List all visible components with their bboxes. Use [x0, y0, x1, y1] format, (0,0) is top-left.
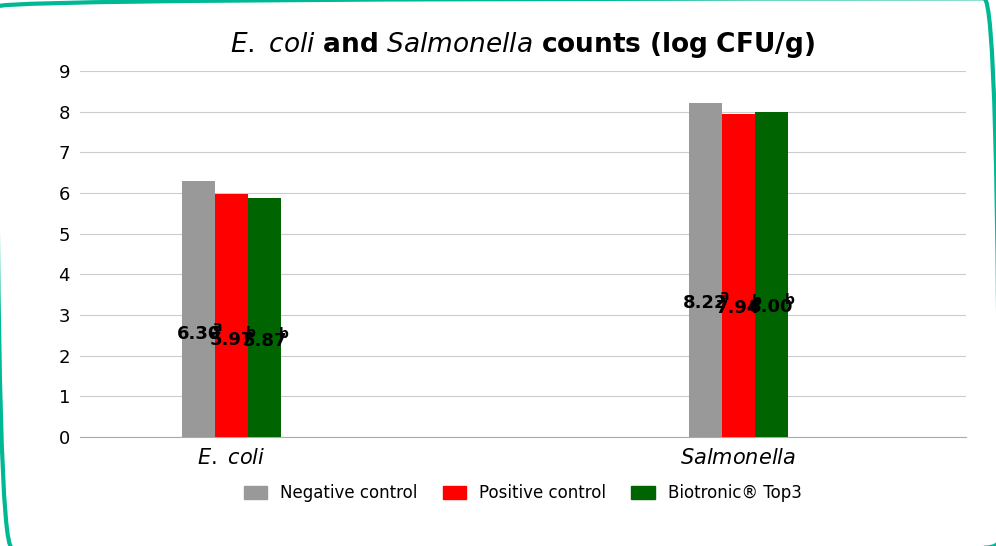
- Text: 6.30: 6.30: [176, 325, 221, 343]
- Bar: [755, 111, 788, 437]
- Bar: [722, 114, 755, 437]
- Bar: [215, 194, 248, 437]
- Bar: [689, 103, 722, 437]
- Legend: Negative control, Positive control, Biotronic® Top3: Negative control, Positive control, Biot…: [237, 478, 809, 509]
- Text: a: a: [719, 289, 729, 303]
- Bar: [182, 181, 215, 437]
- Text: b: b: [279, 328, 288, 341]
- Text: 5.87: 5.87: [242, 333, 287, 351]
- Text: 8.22: 8.22: [683, 294, 727, 312]
- Text: 8.00: 8.00: [749, 298, 794, 316]
- Title: $\bf{\it{E.\ coli}}$$\bf{\ and\ }$$\bf{\it{Salmonella}}$$\bf{\ counts\ (log\ CFU: $\bf{\it{E.\ coli}}$$\bf{\ and\ }$$\bf{\…: [230, 29, 816, 60]
- Text: b: b: [752, 294, 762, 308]
- Text: a: a: [212, 321, 222, 335]
- Text: 7.94: 7.94: [716, 299, 760, 317]
- Text: b: b: [785, 293, 795, 307]
- Bar: [248, 198, 281, 437]
- Text: 5.97: 5.97: [209, 331, 254, 349]
- Text: b: b: [246, 326, 255, 340]
